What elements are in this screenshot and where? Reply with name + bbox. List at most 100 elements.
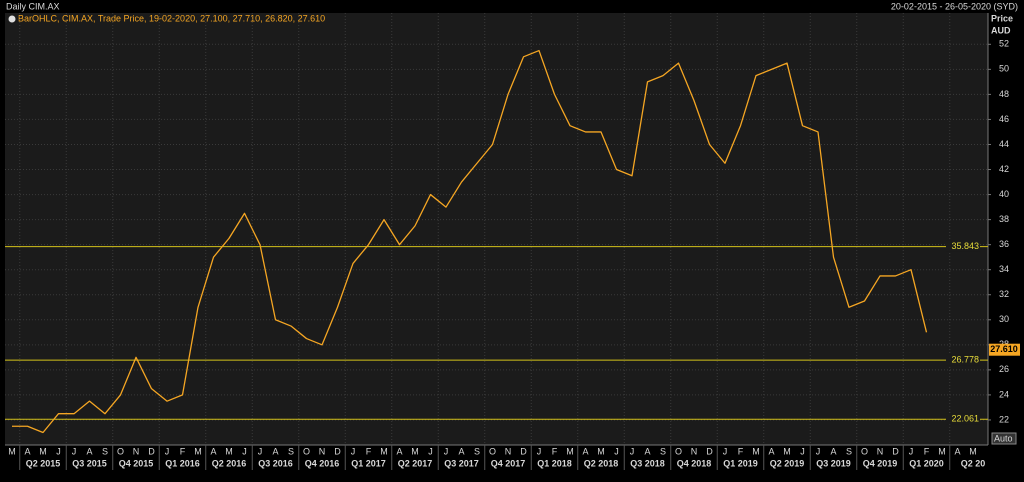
level-label-bg xyxy=(946,413,980,425)
y-tick-label: 46 xyxy=(999,114,1009,124)
x-month-label: A xyxy=(954,446,960,456)
x-month-label: S xyxy=(660,446,666,456)
x-month-label: S xyxy=(102,446,108,456)
x-quarter-label: Q4 2017 xyxy=(491,458,526,468)
x-month-label: A xyxy=(644,446,650,456)
x-month-label: J xyxy=(909,446,914,456)
x-month-label: A xyxy=(768,446,774,456)
x-quarter-label: Q3 2019 xyxy=(816,458,851,468)
x-month-label: M xyxy=(39,446,47,456)
x-month-label: D xyxy=(334,446,341,456)
x-month-label: D xyxy=(148,446,155,456)
y-tick-label: 24 xyxy=(999,389,1009,399)
x-month-label: J xyxy=(630,446,635,456)
x-quarter-label: Q2 2017 xyxy=(398,458,433,468)
y-tick-label: 50 xyxy=(999,64,1009,74)
x-month-label: O xyxy=(303,446,310,456)
auto-button-label[interactable]: Auto xyxy=(994,433,1013,443)
x-quarter-label: Q2 2018 xyxy=(584,458,619,468)
x-month-label: M xyxy=(969,446,977,456)
x-quarter-label: Q3 2018 xyxy=(630,458,665,468)
x-month-label: J xyxy=(242,446,247,456)
x-quarter-label: Q1 2020 xyxy=(909,458,944,468)
x-month-label: A xyxy=(210,446,216,456)
x-month-label: J xyxy=(351,446,356,456)
x-month-label: A xyxy=(24,446,30,456)
x-month-label: M xyxy=(380,446,388,456)
x-month-label: S xyxy=(846,446,852,456)
x-quarter-label: Q2 2019 xyxy=(770,458,805,468)
x-month-label: N xyxy=(691,446,698,456)
plot-area xyxy=(5,13,988,445)
x-month-label: O xyxy=(675,446,682,456)
x-month-label: M xyxy=(597,446,605,456)
last-price-label: 27.610 xyxy=(990,344,1018,354)
x-quarter-label: Q3 2016 xyxy=(258,458,293,468)
level-label-bg xyxy=(946,240,980,252)
y-tick-label: 36 xyxy=(999,239,1009,249)
x-month-label: O xyxy=(861,446,868,456)
y-tick-label: 42 xyxy=(999,164,1009,174)
x-quarter-label: Q1 2018 xyxy=(537,458,572,468)
x-month-label: N xyxy=(877,446,884,456)
x-quarter-label: Q2 2016 xyxy=(212,458,247,468)
x-month-label: N xyxy=(319,446,326,456)
x-month-label: N xyxy=(133,446,140,456)
x-quarter-label: Q4 2018 xyxy=(677,458,712,468)
x-month-label: S xyxy=(474,446,480,456)
x-month-label: A xyxy=(396,446,402,456)
x-quarter-label: Q1 2019 xyxy=(723,458,758,468)
y-tick-label: 30 xyxy=(999,314,1009,324)
legend-icon xyxy=(8,15,16,23)
y-axis-label: Price xyxy=(991,13,1013,23)
x-month-label: O xyxy=(489,446,496,456)
x-month-label: J xyxy=(428,446,433,456)
x-month-label: J xyxy=(614,446,619,456)
x-month-label: A xyxy=(582,446,588,456)
x-quarter-label: Q3 2015 xyxy=(72,458,107,468)
y-tick-label: 44 xyxy=(999,139,1009,149)
x-month-label: M xyxy=(8,446,16,456)
x-quarter-label: Q3 2017 xyxy=(444,458,479,468)
date-range: 20-02-2015 - 26-05-2020 (SYD) xyxy=(891,1,1018,11)
y-tick-label: 38 xyxy=(999,214,1009,224)
x-quarter-label: Q2 20 xyxy=(961,458,986,468)
level-label: 22.061 xyxy=(951,414,979,424)
x-quarter-label: Q4 2015 xyxy=(119,458,154,468)
price-line xyxy=(12,49,928,434)
x-month-label: D xyxy=(520,446,527,456)
x-month-label: J xyxy=(56,446,61,456)
y-tick-label: 40 xyxy=(999,189,1009,199)
x-month-label: J xyxy=(816,446,821,456)
x-month-label: A xyxy=(830,446,836,456)
x-month-label: J xyxy=(537,446,542,456)
x-month-label: M xyxy=(783,446,791,456)
x-month-label: A xyxy=(86,446,92,456)
x-month-label: F xyxy=(924,446,930,456)
x-month-label: M xyxy=(566,446,574,456)
x-month-label: J xyxy=(723,446,728,456)
x-month-label: A xyxy=(272,446,278,456)
auto-button[interactable] xyxy=(991,432,1017,445)
y-axis-unit: AUD xyxy=(991,25,1011,35)
x-month-label: M xyxy=(225,446,233,456)
x-month-label: S xyxy=(288,446,294,456)
x-month-label: J xyxy=(165,446,170,456)
y-tick-label: 48 xyxy=(999,89,1009,99)
x-month-label: J xyxy=(444,446,449,456)
legend-text: BarOHLC, CIM.AX, Trade Price, 19-02-2020… xyxy=(18,13,325,23)
x-month-label: J xyxy=(72,446,77,456)
y-tick-label: 34 xyxy=(999,264,1009,274)
y-tick-label: 22 xyxy=(999,414,1009,424)
x-quarter-label: Q4 2019 xyxy=(863,458,898,468)
x-quarter-label: Q2 2015 xyxy=(26,458,61,468)
x-month-label: F xyxy=(738,446,744,456)
last-price-box xyxy=(989,343,1020,356)
x-month-label: F xyxy=(366,446,372,456)
chart-title: Daily CIM.AX xyxy=(6,1,60,11)
x-month-label: M xyxy=(938,446,946,456)
x-quarter-label: Q1 2017 xyxy=(351,458,386,468)
x-month-label: M xyxy=(752,446,760,456)
level-label: 35.843 xyxy=(951,241,979,251)
